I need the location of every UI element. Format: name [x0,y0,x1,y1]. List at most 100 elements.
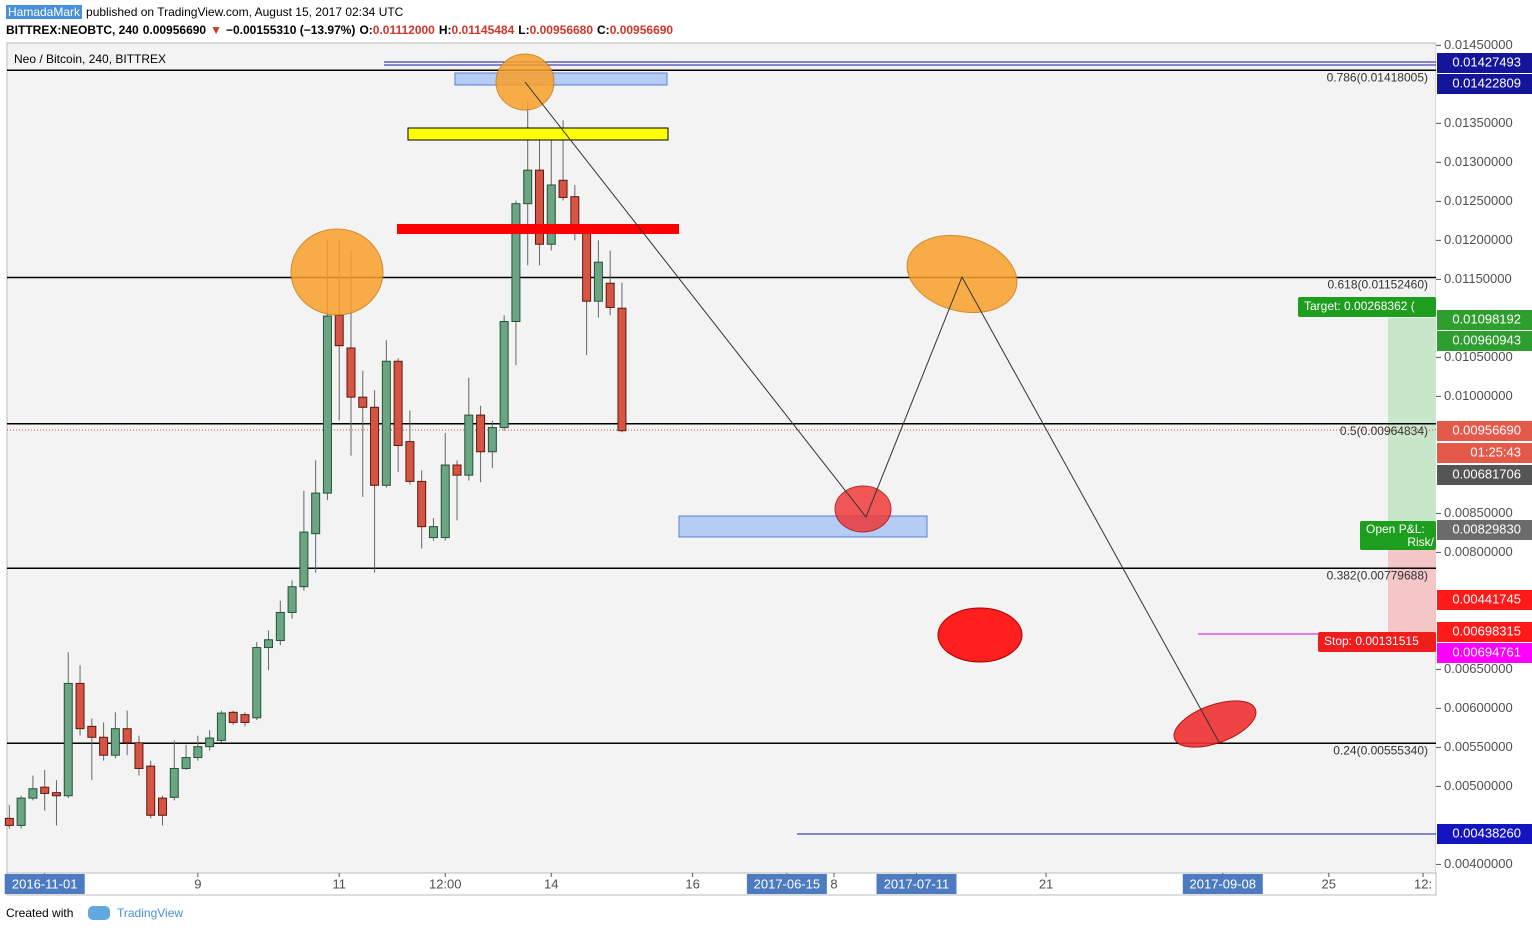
candle-body [252,647,262,719]
candle-body [511,203,521,322]
x-tick-label: 2017-06-15 [754,876,821,891]
y-tick-label: 0.01150000 [1444,271,1512,286]
symbol-piece: −0.00155310 (−13.97%) [225,23,356,37]
candle-body [405,441,415,482]
x-tick-label: 25 [1322,876,1336,891]
candle-body [87,725,97,738]
x-tick-label: 14 [544,876,558,891]
stop-box [1318,632,1436,652]
y-tick-label: 0.01050000 [1444,349,1513,364]
zone [397,224,679,234]
symbol-legend: Neo / Bitcoin, 240, BITTREX [14,52,166,66]
candle-body [181,757,191,769]
open-pl-label: Open P&L: [1366,522,1425,536]
candle-body [393,360,403,447]
pl-box [1360,521,1436,550]
symbol-piece: O: [359,23,373,37]
candle-body [417,480,427,528]
candle-body [381,360,391,486]
y-tick-label: 0.00800000 [1444,544,1513,559]
fib-label: 0.5(0.00964834) [1340,424,1428,438]
risk-label: Risk/ [1407,535,1434,549]
x-tick-label: 2017-07-11 [884,876,950,891]
price-label: 0.00829830 [1452,521,1521,536]
candle-body [534,169,544,245]
y-tick-label: 0.01350000 [1444,115,1513,130]
footer-created: Created with [6,906,73,920]
candle-body [169,767,179,798]
x-tick-highlight [876,874,957,894]
candle-body [346,347,356,398]
candle-body [358,396,368,408]
candle-body [299,531,309,588]
price-label: 0.00441745 [1452,591,1521,606]
author[interactable]: HamadaMark [6,5,83,19]
footer-brand[interactable]: TradingView [117,906,183,920]
symbol-piece: C: [597,23,610,37]
candle-body [487,427,497,453]
price-label-box [1437,824,1532,844]
x-tick-highlight [746,874,827,894]
ellipse [1173,700,1257,748]
published: published on TradingView.com, August 15,… [86,5,404,19]
candle-body [334,314,344,347]
candle-body [16,797,26,826]
candle-body [546,184,556,245]
price-label: 0.00698315 [1452,623,1521,638]
x-tick-highlight [4,874,85,894]
ellipse [906,234,1018,314]
symbol-piece: ▼ [210,23,222,37]
candle-body [440,464,450,539]
candle-body [605,282,615,308]
ellipse [937,607,1023,663]
price-label: 0.00438260 [1452,825,1521,840]
x-tick-highlight [1182,874,1263,894]
candle-body [99,736,109,756]
symbol-piece: 0.00956680 [529,23,594,37]
x-tick-label: 12:00 [429,876,462,891]
target-label: Target: 0.00268362 ( [1304,299,1415,313]
y-tick-label: 0.00650000 [1444,661,1513,676]
candle-body [216,712,226,741]
candle-body [558,179,568,198]
target-zone [1388,318,1436,540]
candle-body [240,714,250,723]
candle-body [75,682,85,730]
price-label: 0.01422809 [1452,75,1521,90]
price-label-box [1437,465,1532,485]
candle-body [134,742,144,769]
fib-label: 0.786(0.01418005) [1327,70,1428,84]
x-tick-label: 8 [830,876,837,891]
zone [454,72,668,86]
candle-body [228,711,238,723]
price-label-box [1437,590,1532,610]
y-tick-label: 0.01450000 [1444,37,1513,52]
candle-body [499,320,509,429]
symbol-piece: L: [518,23,530,37]
candle-body [582,232,592,302]
candle-body [617,307,627,432]
x-tick-label: 11 [332,876,346,891]
target-box [1298,297,1436,317]
symbol-piece: H: [438,23,452,37]
price-label: 0.01098192 [1452,311,1521,326]
x-tick-label: 12: [1414,876,1432,891]
candle-body [464,414,474,476]
y-tick-label: 0.01250000 [1444,193,1513,208]
stop-label: Stop: 0.00131515 [1324,634,1419,648]
price-label: 0.00694761 [1452,644,1521,659]
candle-body [593,261,603,302]
price-label: 0.00956690 [1452,422,1521,437]
candle-body [4,817,14,826]
symbol-piece: 0.01145484 [451,23,515,37]
price-label-box [1437,74,1532,94]
candle-body [51,792,61,797]
x-tick-label: 21 [1039,876,1053,891]
candle-body [275,611,285,642]
x-tick-label: 2016-11-01 [12,876,78,891]
price-label-box [1437,520,1532,540]
candle-body [287,586,297,613]
zone [678,515,928,538]
y-tick-label: 0.00400000 [1444,856,1513,871]
